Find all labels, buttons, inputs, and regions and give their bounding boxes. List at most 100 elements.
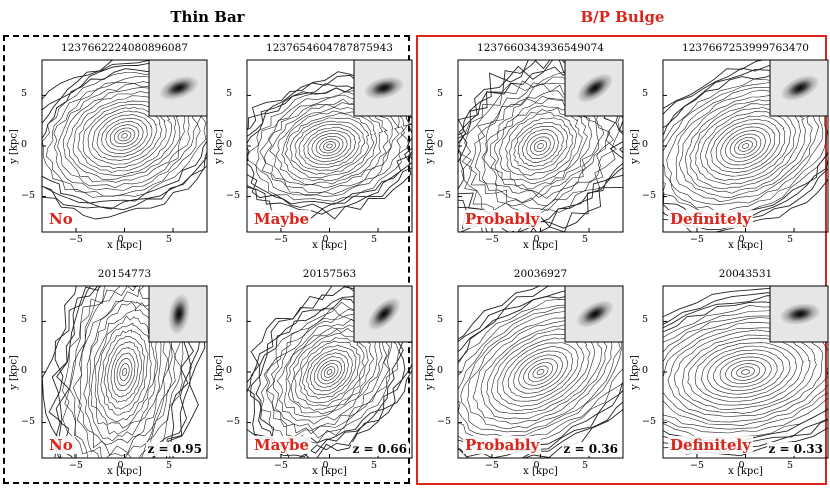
isophote-contour xyxy=(513,121,569,171)
isophote-contour xyxy=(83,299,169,446)
classification-verdict: Maybe xyxy=(252,210,312,228)
isophote-contour xyxy=(458,60,623,232)
isophote-contour xyxy=(518,354,563,390)
isophote-contour xyxy=(298,123,361,169)
isophote-contour xyxy=(507,346,574,398)
x-tick-label: 0 xyxy=(533,460,540,471)
isophote-contour xyxy=(513,350,569,394)
x-tick-label: 0 xyxy=(322,460,329,471)
isophote-contour xyxy=(87,107,163,165)
panel-title: 20154773 xyxy=(97,268,152,280)
isophote-contour xyxy=(517,125,564,167)
isophote-contour xyxy=(273,314,388,431)
isophote-contour xyxy=(326,369,333,375)
isophote-contour xyxy=(504,112,578,180)
isophote-contour xyxy=(113,127,136,145)
isophote-contour xyxy=(481,90,605,204)
y-tick-label: −5 xyxy=(226,189,241,201)
isophote-contour xyxy=(700,110,791,181)
isophote-contour xyxy=(474,83,611,207)
x-tick-label: 5 xyxy=(371,460,378,471)
isophote-contour xyxy=(719,356,772,388)
isophote-contour xyxy=(121,133,128,139)
isophote-contour xyxy=(266,313,390,435)
galaxy-panel: 1237662224080896087 y [kpc] x [kpc] −5 5 0 0 5 −… xyxy=(7,36,212,256)
contour-plot xyxy=(662,285,829,459)
y-tick-label: 0 xyxy=(642,365,649,376)
galaxy-panel: 20154773 y [kpc] x [kpc] −5 5 0 0 5 −5 No z = 0.95 xyxy=(7,262,212,482)
classification-verdict: Definitely xyxy=(668,210,753,228)
x-axis-label: x [kpc] xyxy=(312,466,347,477)
isophote-contour xyxy=(289,117,370,175)
isophote-contour xyxy=(490,333,591,412)
isophote-contour xyxy=(107,341,142,403)
isophote-contour xyxy=(284,113,375,179)
isophote-contour xyxy=(313,356,346,388)
redshift-label: z = 0.66 xyxy=(350,442,409,456)
isophote-contour xyxy=(530,136,551,156)
galaxy-panel: 20043531 y [kpc] x [kpc] −5 5 0 0 5 −5 Definitely… xyxy=(628,262,830,482)
y-tick-label: −5 xyxy=(642,415,657,427)
isophote-contour xyxy=(320,363,339,381)
y-axis-label: y [kpc] xyxy=(629,355,641,390)
y-tick-label: 0 xyxy=(21,365,28,376)
isophote-contour xyxy=(537,143,544,149)
isophote-contour xyxy=(481,95,599,198)
isophote-contour xyxy=(458,66,623,228)
y-tick-label: 0 xyxy=(226,139,233,150)
isophote-contour xyxy=(458,73,623,223)
x-tick-label: −5 xyxy=(68,234,83,245)
isophote-contour xyxy=(42,60,207,220)
x-axis-label: x [kpc] xyxy=(107,466,142,477)
y-tick-label: 5 xyxy=(642,314,649,326)
isophote-contour xyxy=(742,143,749,149)
y-tick-label: −5 xyxy=(437,415,452,427)
panel-title: 1237662224080896087 xyxy=(61,42,188,54)
isophote-contour xyxy=(493,105,588,189)
isophote-contour xyxy=(77,100,173,173)
x-tick-label: 0 xyxy=(322,234,329,245)
isophote-contour xyxy=(729,133,762,159)
galaxy-panel: 20157563 y [kpc] x [kpc] −5 5 0 0 5 −5 Maybe z = 0… xyxy=(212,262,417,482)
isophote-contour xyxy=(710,118,781,174)
isophote-contour xyxy=(502,342,579,402)
classification-verdict: No xyxy=(47,210,75,228)
y-axis-label: y [kpc] xyxy=(424,129,436,164)
contour-plot xyxy=(246,59,413,233)
isophote-contour xyxy=(681,334,811,410)
y-axis-label: y [kpc] xyxy=(629,129,641,164)
classification-verdict: Maybe xyxy=(252,436,312,454)
galaxy-panel: 1237654604787875943 y [kpc] x [kpc] −5 5 0 0 5 −… xyxy=(212,36,417,256)
isophote-contour xyxy=(469,76,616,211)
isophote-contour xyxy=(303,126,356,165)
isophote-contour xyxy=(467,314,613,430)
x-tick-label: −5 xyxy=(484,234,499,245)
isophote-contour xyxy=(707,349,784,395)
y-tick-label: −5 xyxy=(642,189,657,201)
panel-title: 1237654604787875943 xyxy=(266,42,393,54)
galaxy-image xyxy=(366,296,402,332)
contour-plot xyxy=(457,285,624,459)
panel-title: 1237660343936549074 xyxy=(477,42,604,54)
redshift-label: z = 0.36 xyxy=(561,442,620,456)
isophote-contour xyxy=(90,309,158,435)
x-axis-label: x [kpc] xyxy=(728,466,763,477)
y-tick-label: 5 xyxy=(642,88,649,100)
isophote-contour xyxy=(290,333,369,411)
y-tick-label: 5 xyxy=(226,88,233,100)
isophote-contour xyxy=(480,323,603,420)
y-axis-label: y [kpc] xyxy=(213,355,225,390)
x-axis-label: x [kpc] xyxy=(523,466,558,477)
isophote-contour xyxy=(307,129,352,163)
isophote-contour xyxy=(527,362,553,382)
y-tick-label: 5 xyxy=(226,314,233,326)
isophote-contour xyxy=(733,137,758,155)
y-tick-label: 0 xyxy=(21,139,28,150)
galaxy-image xyxy=(778,302,822,326)
y-tick-label: −5 xyxy=(226,415,241,427)
contour-plot xyxy=(41,59,208,233)
redshift-label: z = 0.33 xyxy=(766,442,825,456)
isophote-contour xyxy=(110,346,139,398)
x-tick-label: 0 xyxy=(117,234,124,245)
group-title-bp-bulge: B/P Bulge xyxy=(580,8,665,26)
